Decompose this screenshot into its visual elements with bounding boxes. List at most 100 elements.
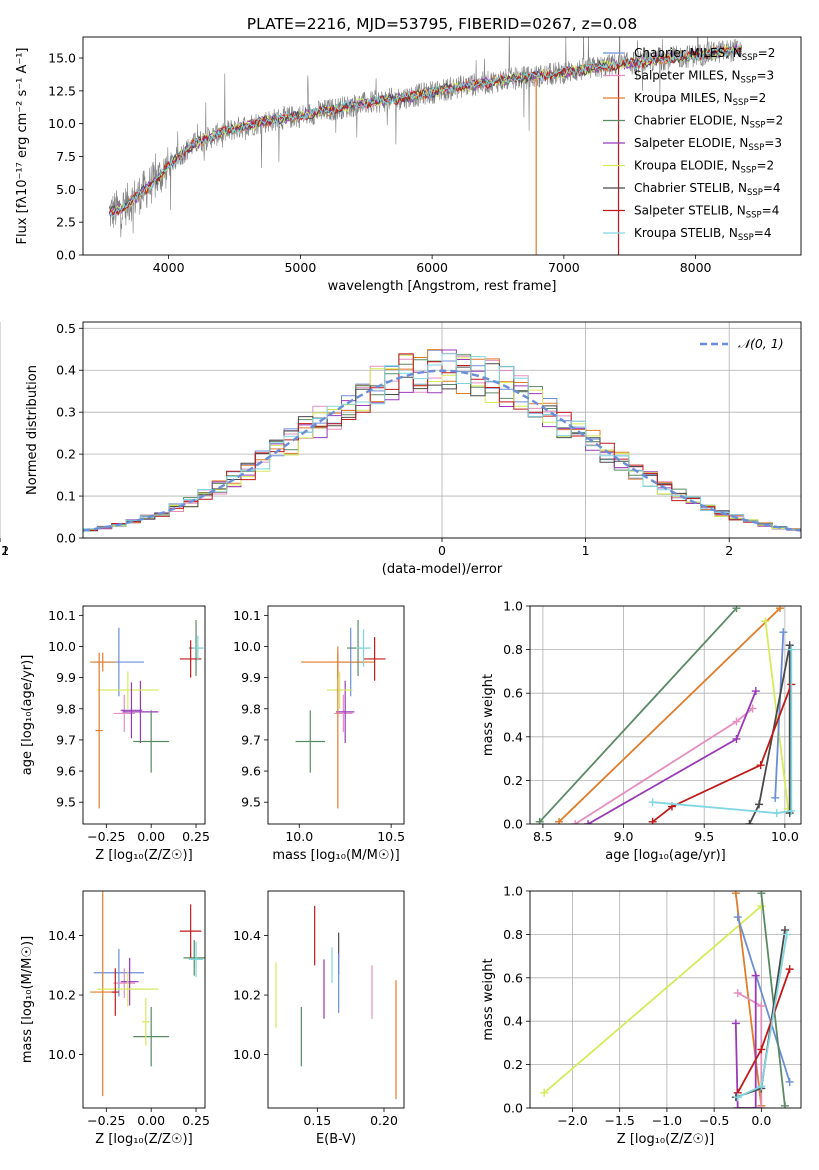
error-bar-point	[90, 891, 116, 1097]
age_vs_Z-xtick-label: 0.25	[182, 829, 210, 844]
model-spectrum-salpeter_stelib	[108, 45, 743, 216]
massweight_vs_Z-ylabel: mass weight	[481, 958, 496, 1040]
mass-weight-marker	[584, 820, 593, 824]
massweight_vs_Z-axes-frame	[529, 890, 802, 1109]
massweight_vs_age-xlabel: age [log₁₀(age/yr)]	[605, 848, 726, 863]
massweight_vs_age-axes-frame	[529, 605, 802, 825]
residuals-xtick-label: 0	[438, 543, 446, 558]
mass_vs_Z-ytick-label: 10.4	[48, 928, 76, 943]
mass-weight-line-kroupa_stelib	[652, 649, 793, 815]
error-bar-point	[295, 710, 325, 773]
mass-weight-marker	[733, 1093, 742, 1102]
massweight_vs_Z-ytick-label: 0.4	[503, 1014, 523, 1029]
mass-weight-marker	[756, 761, 765, 770]
legend-label-base: Salpeter ELODIE, N	[634, 136, 748, 150]
massweight_vs_age-ytick-label: 0.4	[503, 729, 523, 744]
mass_vs_ebv-xlabel: E(B-V)	[316, 1132, 356, 1147]
mass_vs_Z-xtick-label: 0.00	[137, 1113, 165, 1128]
mass-weight-marker	[751, 687, 760, 696]
spectrum-ytick-label: 7.5	[56, 149, 76, 164]
legend-label-tail: =2	[756, 159, 774, 173]
residuals-xtick-label: 2	[725, 543, 733, 558]
legend-label: Kroupa STELIB, NSSP=4	[634, 226, 772, 243]
residuals-xtick-label: −2	[0, 543, 9, 558]
error-bar-point	[97, 971, 159, 1007]
mass_vs_Z-xtick-label: 0.25	[182, 1113, 210, 1128]
mass-weight-marker	[648, 817, 657, 824]
mass-weight-marker	[731, 1019, 740, 1028]
mass-weight-marker	[780, 926, 789, 935]
massweight_vs_Z-xtick-label: −1.5	[605, 1113, 635, 1128]
massweight_vs_age-xtick-label: 9.5	[694, 829, 714, 844]
mass_vs_ebv-ytick-label: 10.2	[233, 988, 261, 1003]
error-bar-point	[326, 671, 353, 709]
mass-weight-line-chabrier_elodie	[760, 893, 786, 1106]
error-bar-point	[334, 694, 353, 733]
mass_vs_Z-points	[90, 891, 205, 1097]
error-bar-point	[90, 652, 116, 672]
mass-weight-line-salpeter_stelib	[652, 684, 793, 823]
mass_vs_Z-xtick-label: −0.25	[87, 1113, 125, 1128]
error-bar-point	[142, 998, 150, 1046]
legend-label-tail: =2	[749, 91, 767, 105]
mass-weight-marker	[755, 800, 764, 809]
legend-label: Kroupa MILES, NSSP=2	[634, 91, 766, 108]
error-bar-point	[120, 682, 143, 739]
age_vs_Z-ylabel: age [log₁₀(age/yr)]	[20, 655, 35, 776]
mass-weight-marker	[776, 606, 785, 613]
mass-weight-line-kroupa_miles	[558, 607, 781, 823]
spectrum-ytick-label: 0.0	[56, 248, 76, 263]
legend-label: Salpeter MILES, NSSP=3	[634, 69, 774, 86]
legend-label-base: Salpeter MILES, N	[634, 69, 741, 83]
mass-weight-marker	[757, 1082, 766, 1091]
legend-label-subscript: SSP	[738, 233, 754, 243]
legend-label-tail: =4	[754, 226, 772, 240]
massweight_vs_age-ytick-label: 1.0	[503, 599, 523, 614]
age_vs_mass-ytick-label: 9.7	[241, 732, 261, 747]
age_vs_mass-panel: 10.0 10.5 9.5 9.6 9.7 9.8 9.9 10.0 10.1 mass [log…	[233, 605, 405, 863]
error-bar-point	[95, 652, 103, 809]
massweight_vs_Z-series	[540, 891, 794, 1108]
massweight_vs_Z-ytick-label: 0.0	[503, 1101, 523, 1116]
mass-weight-marker	[787, 645, 796, 654]
mass-weight-marker	[785, 965, 794, 974]
error-bar-point	[356, 629, 371, 667]
massweight_vs_Z-ytick-label: 0.2	[503, 1057, 523, 1072]
residual-histograms	[83, 349, 801, 533]
residuals-xtick-label: 1	[582, 543, 590, 558]
age_vs_Z-ytick-label: 10.0	[48, 639, 76, 654]
residuals-xtick-label: −1	[0, 543, 9, 558]
age_vs_mass-ytick-label: 10.0	[233, 639, 261, 654]
massweight_vs_age-xtick-label: 8.5	[533, 829, 553, 844]
massweight_vs_Z-panel: −2.0 −1.5 −1.0 −0.5 0.0 0.0 0.2 0.4 0.6 0.8 1.0 Z […	[481, 884, 802, 1147]
age_vs_Z-ytick-label: 9.5	[56, 795, 76, 810]
mass-weight-marker	[785, 1077, 794, 1086]
legend-label-subscript: SSP	[742, 53, 758, 63]
error-bar-point	[188, 941, 204, 978]
mass-weight-marker	[771, 793, 780, 802]
error-bar-point	[97, 671, 159, 709]
error-bar-point	[133, 710, 170, 773]
age_vs_mass-ytick-label: 9.8	[241, 701, 261, 716]
mass-weight-marker	[757, 1104, 766, 1108]
spectrum-curves	[108, 37, 743, 255]
age_vs_Z-axes-frame	[82, 605, 206, 825]
residuals-ytick-label: 0.0	[56, 531, 76, 546]
mass-weight-marker	[757, 902, 766, 911]
residuals-ytick-label: 0.2	[56, 447, 76, 462]
age_vs_mass-points	[295, 620, 386, 809]
massweight_vs_Z-ytick-label: 1.0	[503, 884, 523, 899]
spectrum-ytick-label: 10.0	[48, 116, 76, 131]
residuals-ytick-label: 0.3	[56, 405, 76, 420]
mass-weight-marker	[748, 704, 757, 713]
spectrum-xtick-label: 8000	[680, 260, 712, 275]
massweight_vs_Z-xtick-label: −2.0	[557, 1113, 587, 1128]
legend-label-tail: =2	[766, 114, 784, 128]
massweight_vs_age-xtick-label: 10.0	[771, 829, 799, 844]
error-bar-point	[183, 940, 205, 976]
age_vs_mass-xtick-label: 10.5	[377, 829, 405, 844]
mass-weight-marker	[751, 1104, 760, 1108]
spectrum-xtick-label: 7000	[548, 260, 580, 275]
